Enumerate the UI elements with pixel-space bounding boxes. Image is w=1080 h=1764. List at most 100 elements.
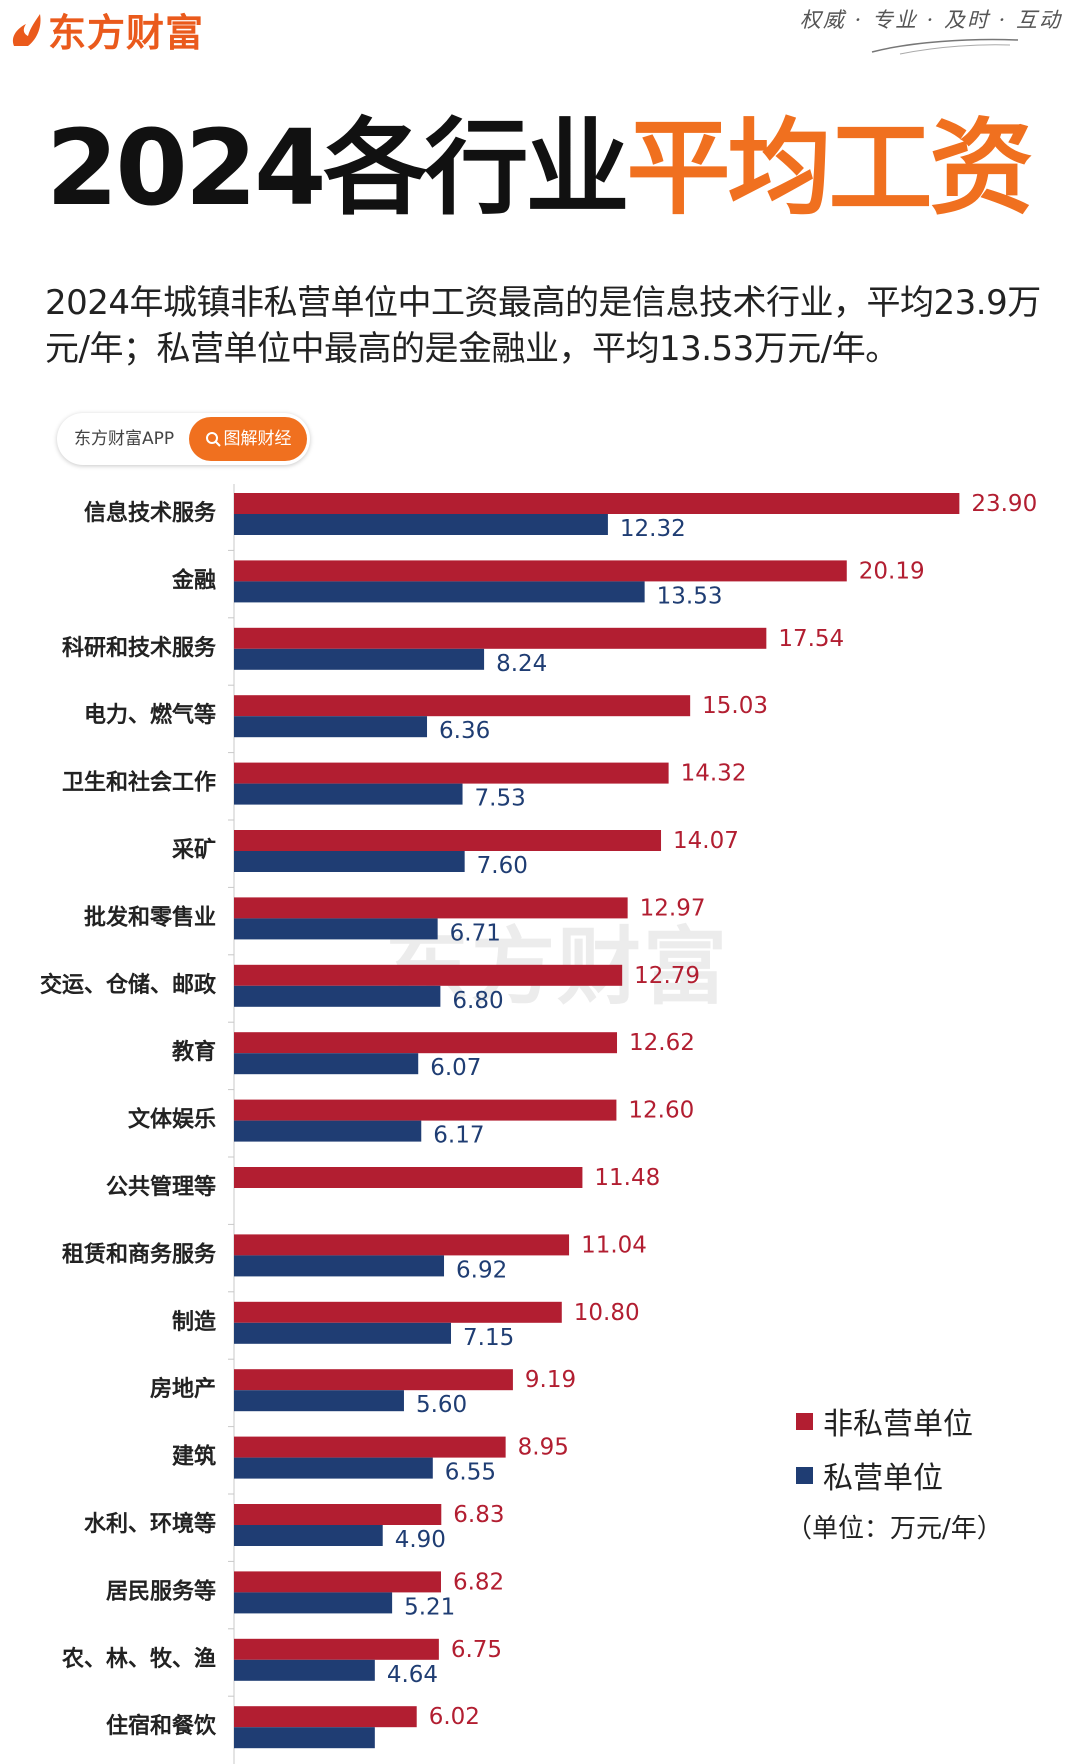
bar-private (234, 1457, 433, 1479)
category-label: 文体娱乐 (128, 1107, 216, 1133)
value-label-private: 8.24 (496, 651, 547, 677)
value-label-non-private: 9.19 (525, 1367, 576, 1393)
value-label-private: 6.55 (445, 1460, 496, 1486)
value-label-non-private: 11.48 (594, 1165, 660, 1191)
value-label-non-private: 12.62 (629, 1030, 695, 1056)
value-label-non-private: 10.80 (574, 1300, 640, 1326)
badge-tag: 图解财经 (189, 417, 307, 461)
category-label: 卫生和社会工作 (62, 770, 216, 796)
category-label: 水利、环境等 (84, 1511, 216, 1537)
value-label-non-private: 20.19 (859, 558, 925, 584)
value-label-non-private: 12.97 (640, 895, 706, 921)
bar-non-private (234, 1032, 618, 1054)
value-label-non-private: 14.32 (681, 761, 747, 787)
bar-non-private (234, 1504, 442, 1525)
category-label: 电力、燃气等 (84, 702, 216, 728)
value-label-private: 6.92 (456, 1257, 507, 1283)
bar-non-private (234, 1167, 583, 1188)
value-label-private: 6.71 (450, 920, 501, 946)
bar-private (234, 1322, 452, 1344)
value-label-non-private: 6.83 (453, 1502, 504, 1528)
category-label: 住宿和餐饮 (106, 1713, 217, 1739)
source-badge: 东方财富APP 图解财经 (57, 413, 310, 465)
category-label: 农、林、牧、渔 (61, 1646, 216, 1672)
page-subtitle: 2024年城镇非私营单位中工资最高的是信息技术行业，平均23.9万元/年；私营单… (45, 283, 1041, 369)
bar-private (234, 1525, 383, 1546)
bar-private (234, 581, 645, 603)
bar-private (234, 514, 608, 535)
value-label-private: 7.15 (463, 1325, 514, 1351)
chart-legend: 非私营单位 私营单位 (796, 1394, 973, 1502)
badge-tag-label: 图解财经 (223, 429, 292, 449)
value-label-private: 5.21 (404, 1594, 455, 1620)
bar-non-private (234, 560, 847, 582)
bar-private (234, 783, 463, 805)
bar-private (234, 648, 485, 670)
category-label: 公共管理等 (106, 1174, 216, 1200)
bar-non-private (234, 695, 691, 717)
bar-private (234, 851, 465, 872)
bar-non-private (234, 1234, 570, 1256)
bar-non-private (234, 1436, 506, 1458)
bar-non-private (234, 830, 662, 851)
bar-private (234, 1727, 375, 1749)
bar-private (234, 1120, 422, 1142)
bar-non-private (234, 1638, 439, 1660)
bar-private (234, 1659, 375, 1681)
value-label-non-private: 6.75 (451, 1637, 502, 1663)
category-label: 批发和零售业 (84, 904, 216, 930)
bar-non-private (234, 627, 767, 649)
search-icon (205, 432, 221, 447)
category-label: 建筑 (172, 1444, 216, 1470)
bar-non-private (234, 964, 623, 986)
bar-non-private (234, 897, 628, 919)
brand-name: 东方财富 (48, 11, 205, 55)
category-label: 金融 (171, 567, 216, 593)
badge-app-label: 东方财富APP (74, 429, 175, 449)
bar-private (234, 716, 428, 738)
bar-non-private (234, 493, 960, 514)
value-label-private: 12.32 (620, 516, 686, 542)
category-label: 科研和技术服务 (62, 636, 217, 661)
legend-label-private: 私营单位 (823, 1461, 943, 1496)
bar-non-private (234, 1369, 513, 1391)
value-label-non-private: 23.90 (971, 491, 1037, 517)
category-label: 制造 (172, 1310, 216, 1335)
value-label-non-private: 12.60 (628, 1098, 694, 1124)
value-label-non-private: 17.54 (778, 626, 844, 652)
value-label-private: 6.80 (452, 988, 503, 1014)
bar-private (234, 1255, 445, 1277)
value-label-private: 6.07 (430, 1055, 481, 1081)
value-label-private: 4.64 (387, 1662, 438, 1688)
category-label: 租赁和商务服务 (62, 1241, 217, 1267)
value-label-non-private: 6.82 (453, 1569, 504, 1595)
slogan-swoosh-icon (871, 38, 1019, 55)
category-label: 交运、仓储、邮政 (40, 972, 217, 998)
value-label-non-private: 14.07 (673, 828, 739, 854)
title-part-orange: 平均工资 (626, 107, 1033, 229)
value-label-non-private: 11.04 (581, 1232, 647, 1258)
title-part-black: 2024各行业 (46, 107, 629, 229)
category-label: 教育 (172, 1039, 216, 1065)
slogan-text: 权威 · 专业 · 及时 · 互动 (799, 8, 1062, 32)
page-title: 2024各行业平均工资 (46, 107, 1033, 229)
unit-note: （单位：万元/年） (786, 1514, 1003, 1544)
legend-item-private: 私营单位 (796, 1448, 973, 1502)
value-label-private: 6.36 (439, 718, 490, 744)
brand-logo: 东方财富 (8, 2, 204, 57)
value-label-private: 7.53 (475, 786, 526, 812)
value-label-non-private: 8.95 (518, 1435, 569, 1461)
category-label: 信息技术服务 (84, 500, 217, 526)
bar-private (234, 1390, 404, 1412)
bar-non-private (234, 1301, 562, 1323)
bar-private (234, 985, 441, 1007)
bar-private (234, 1592, 393, 1614)
value-label-private: 7.60 (477, 853, 528, 879)
category-label: 房地产 (150, 1376, 216, 1402)
bar-non-private (234, 762, 669, 784)
value-label-non-private: 12.79 (634, 963, 700, 989)
flame-logo-icon (12, 13, 41, 46)
value-label-private: 4.90 (395, 1527, 446, 1553)
value-label-private: 13.53 (657, 583, 723, 609)
